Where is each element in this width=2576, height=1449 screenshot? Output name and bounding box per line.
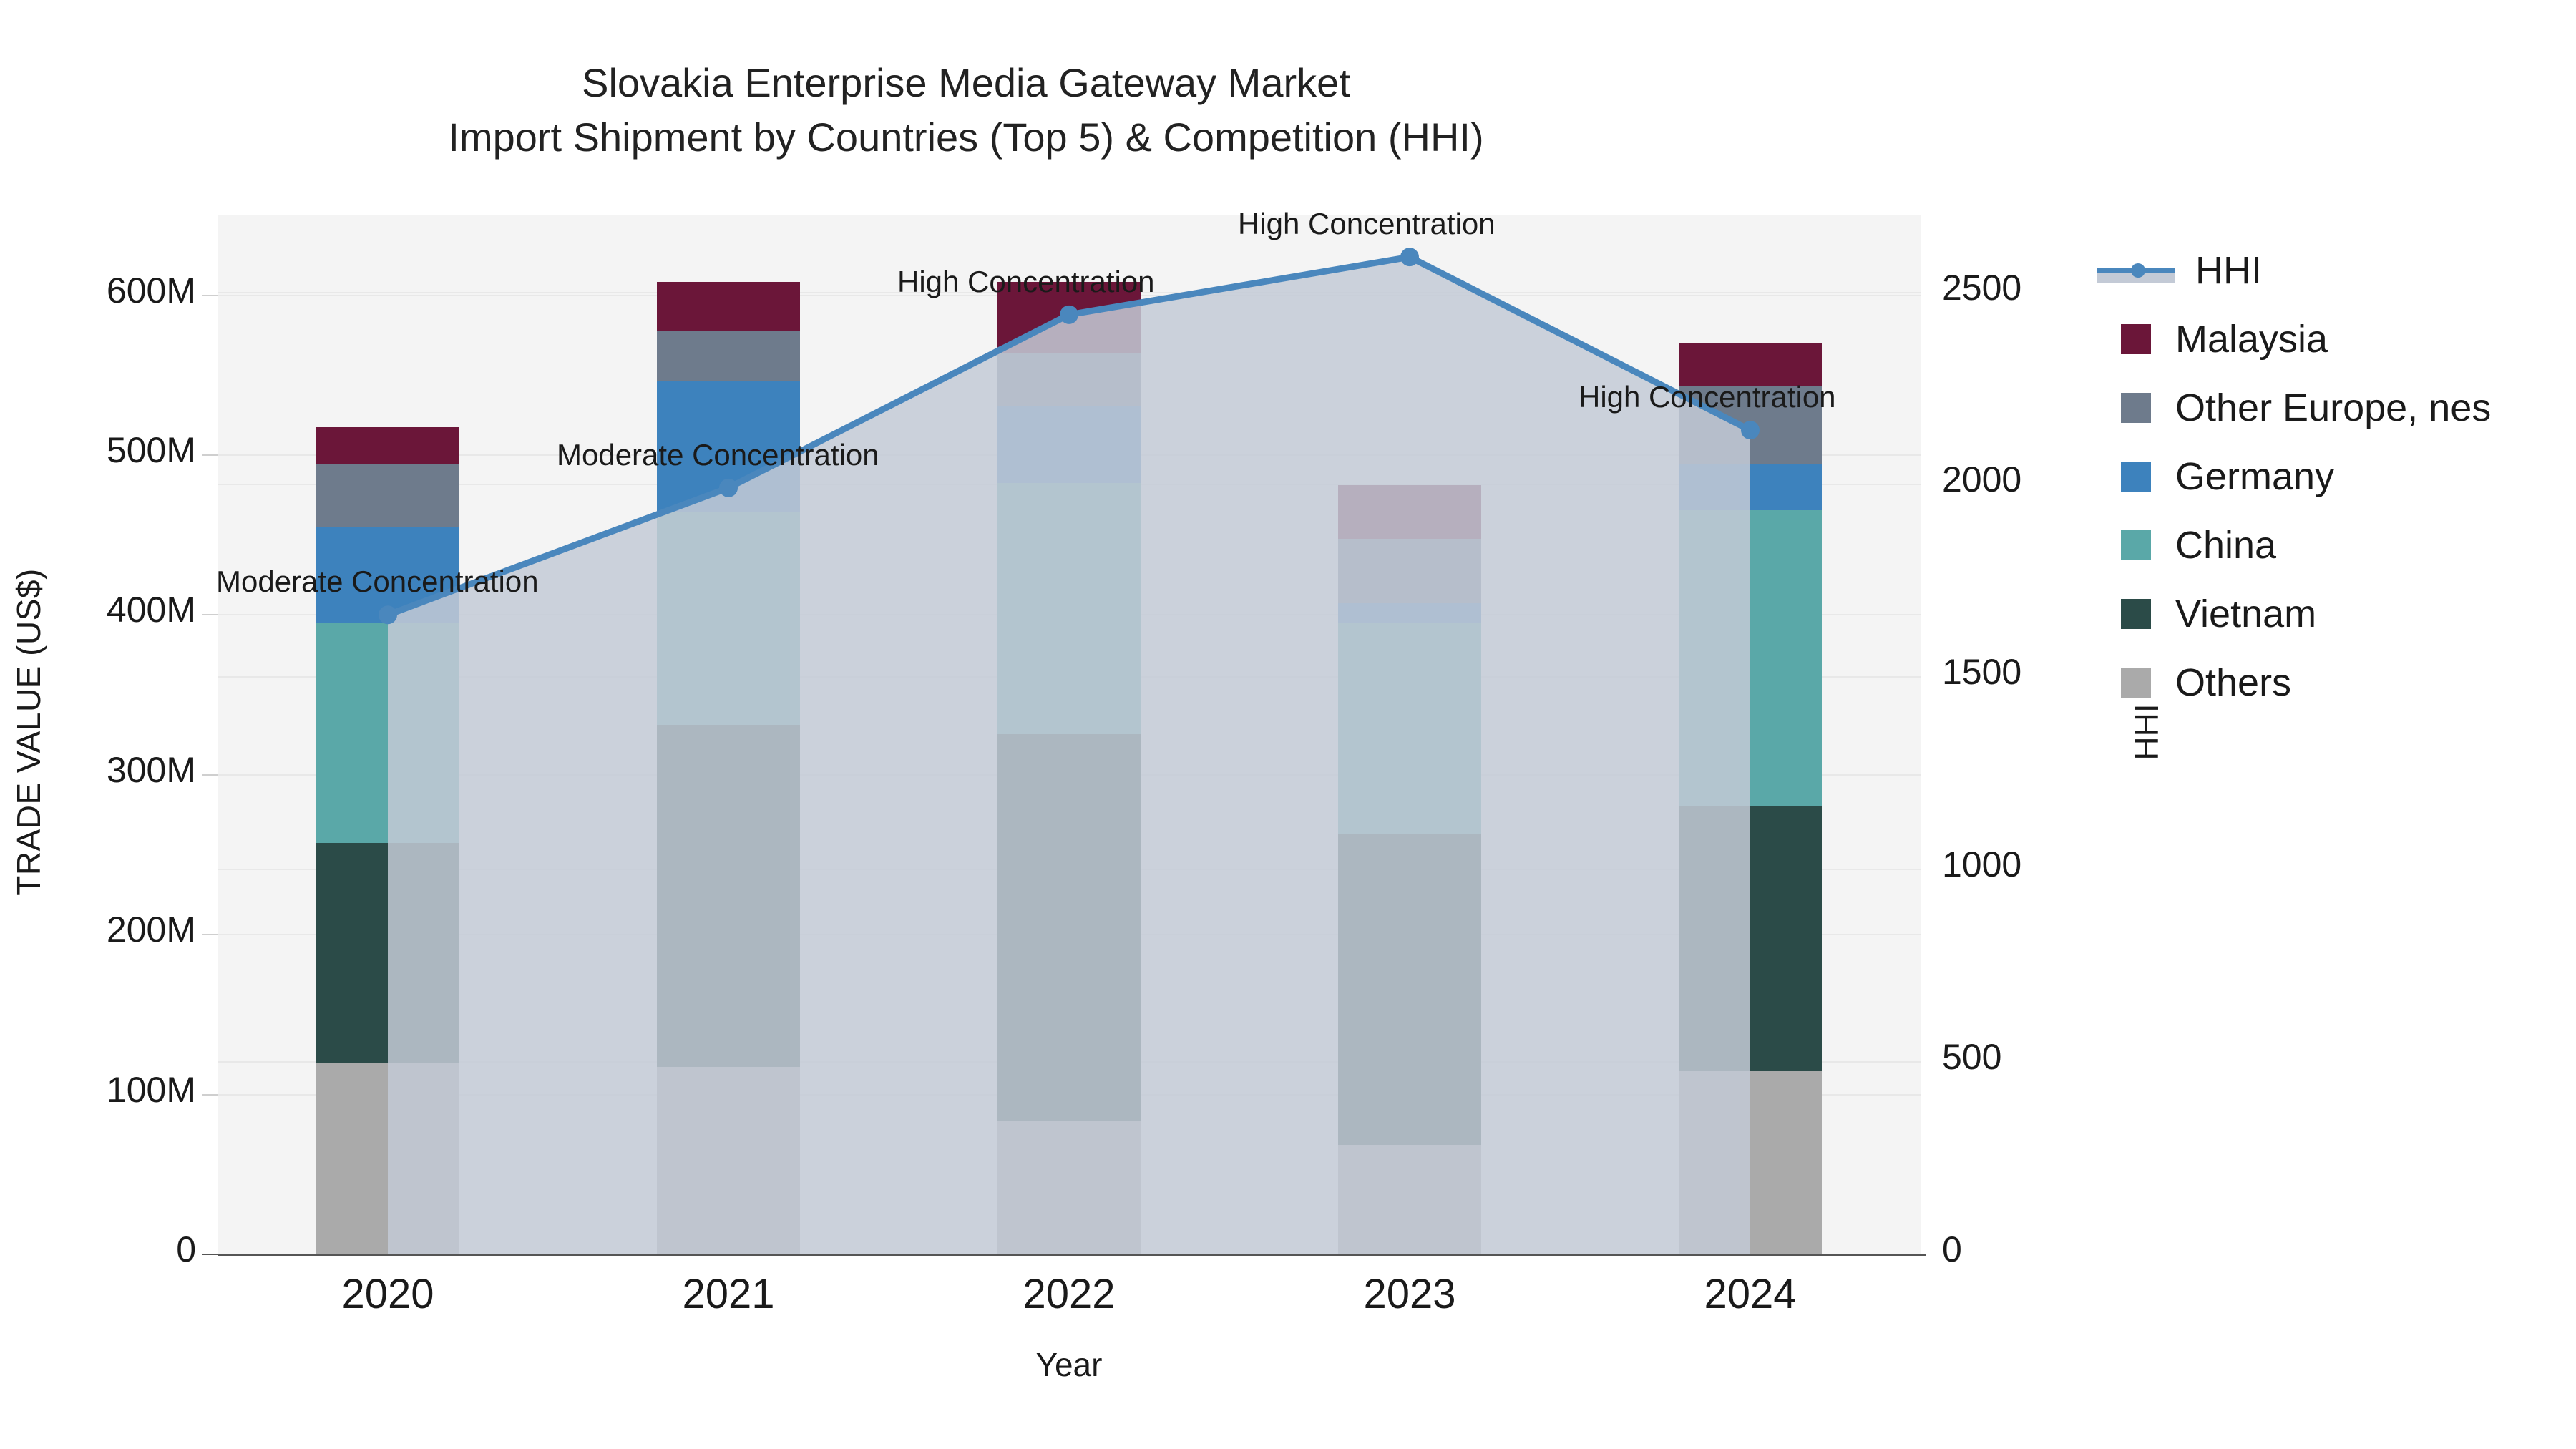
y-axis-left-tickmark [202,774,218,776]
legend-item-others[interactable]: Others [2097,648,2555,717]
legend-item-vietnam[interactable]: Vietnam [2097,580,2555,648]
chart-title-line-2: Import Shipment by Countries (Top 5) & C… [448,114,1484,160]
bar-segment-malaysia[interactable] [657,281,800,332]
legend-label: China [2175,524,2277,567]
annotation-2020: Moderate Concentration [216,565,539,599]
hhi-marker-2022[interactable] [1060,305,1078,324]
annotation-2021: Moderate Concentration [557,437,879,472]
y-axis-left-tick: 600M [106,270,196,311]
hhi-marker-2021[interactable] [719,478,738,497]
legend-line-marker-icon [2097,255,2175,286]
y-axis-right-tick: 2500 [1942,267,2022,308]
legend-swatch-icon [2121,462,2151,492]
x-axis-tick-2021: 2021 [682,1271,775,1317]
legend-swatch-icon [2121,324,2151,354]
legend-item-other-europe-nes[interactable]: Other Europe, nes [2097,374,2555,442]
legend-item-china[interactable]: China [2097,511,2555,580]
plot-area [218,215,1921,1254]
x-axis-tick-2020: 2020 [341,1271,434,1317]
bar-segment-other-europe-nes[interactable] [657,331,800,381]
annotation-2024: High Concentration [1579,380,1836,414]
y-axis-left-tick: 500M [106,430,196,471]
legend-swatch-icon [2121,530,2151,560]
x-axis-tick-2023: 2023 [1363,1271,1456,1317]
y-axis-right-tick: 1000 [1942,844,2022,885]
x-axis-tick-2024: 2024 [1704,1271,1797,1317]
legend-label: Other Europe, nes [2175,386,2492,429]
legend-label: Others [2175,661,2292,704]
legend-label: Malaysia [2175,318,2328,361]
y-axis-left-tick: 0 [176,1229,196,1269]
y-axis-left-label: TRADE VALUE (US$) [10,568,47,896]
bar-segment-other-europe-nes[interactable] [316,464,459,527]
y-axis-right-tick: 0 [1942,1229,1962,1269]
hhi-marker-2020[interactable] [379,605,397,625]
x-axis-tick-2022: 2022 [1023,1271,1116,1317]
legend-item-hhi[interactable]: HHI [2097,236,2555,305]
y-axis-left-tickmark [202,934,218,936]
y-axis-left-tick: 300M [106,749,196,790]
legend-label: HHI [2195,249,2262,292]
y-axis-left-tickmark [202,614,218,616]
hhi-area-fill [388,257,1750,1254]
legend-label: Vietnam [2175,592,2317,635]
y-axis-left-tickmark [202,454,218,457]
chart-legend: HHI Malaysia Other Europe, nes Germany China… [2097,236,2555,717]
y-axis-left-tick: 400M [106,590,196,630]
legend-item-germany[interactable]: Germany [2097,442,2555,511]
y-axis-left-tickmark [202,1254,218,1255]
chart-title: Slovakia Enterprise Media Gateway Market… [0,56,1932,164]
bar-segment-malaysia[interactable] [316,427,459,464]
annotation-2023: High Concentration [1238,207,1496,241]
y-axis-left-tickmark [202,294,218,296]
y-axis-right-tick: 1500 [1942,652,2022,693]
hhi-marker-2023[interactable] [1400,248,1419,267]
hhi-line-series [379,248,1760,1254]
y-axis-left-tickmark [202,1093,218,1096]
annotation-2022: High Concentration [897,264,1155,298]
y-axis-right-tick: 2000 [1942,459,2022,500]
x-axis-line [218,1254,1926,1256]
legend-swatch-icon [2121,393,2151,423]
chart-title-line-1: Slovakia Enterprise Media Gateway Market [582,60,1350,105]
hhi-markers [379,248,1760,625]
y-axis-left-tick: 100M [106,1069,196,1110]
y-axis-right-tick: 500 [1942,1037,2002,1078]
legend-swatch-icon [2121,668,2151,698]
legend-item-malaysia[interactable]: Malaysia [2097,305,2555,374]
legend-label: Germany [2175,455,2335,498]
hhi-marker-2024[interactable] [1741,421,1760,440]
legend-swatch-icon [2121,599,2151,629]
bar-segment-malaysia[interactable] [1679,342,1822,386]
y-axis-left-tick: 200M [106,909,196,950]
x-axis-label: Year [1035,1346,1103,1383]
